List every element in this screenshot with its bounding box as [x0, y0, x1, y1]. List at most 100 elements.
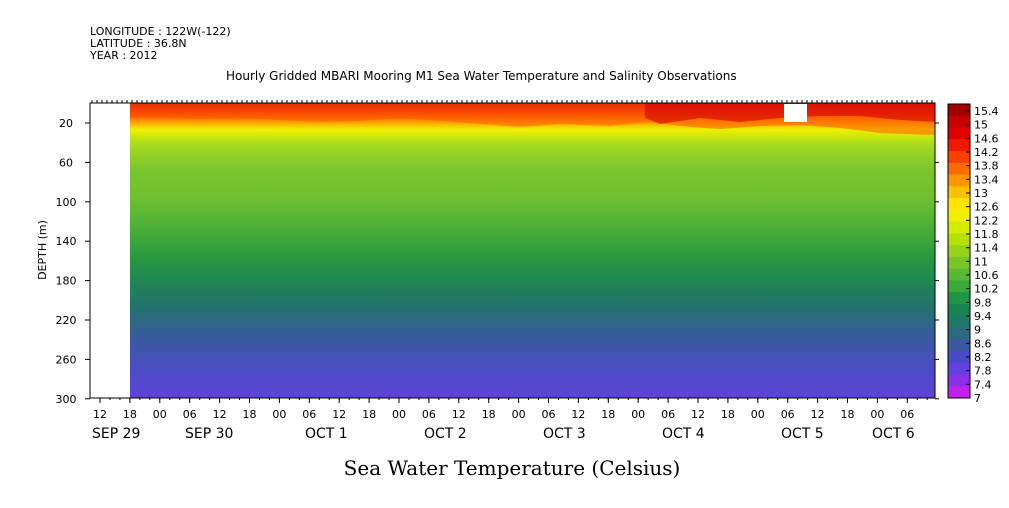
x-date-label: SEP 29	[92, 426, 140, 442]
colorbar-swatch	[948, 233, 970, 246]
colorbar-label: 7.4	[974, 378, 992, 391]
colorbar-swatch	[948, 280, 970, 293]
x-hour-label: 12	[93, 408, 107, 421]
x-hour-label: 06	[661, 408, 675, 421]
x-date-label: OCT 4	[662, 426, 705, 442]
colorbar-label: 11	[974, 255, 988, 268]
latitude-label: LATITUDE : 36.8N	[90, 37, 187, 50]
x-hour-label: 12	[332, 408, 346, 421]
colorbar-swatch	[948, 362, 970, 375]
x-hour-label: 00	[751, 408, 765, 421]
colorbar-label: 15.4	[974, 105, 999, 118]
x-hour-label: 12	[452, 408, 466, 421]
colorbar-swatch	[948, 245, 970, 258]
x-date-label: OCT 3	[543, 426, 586, 442]
x-hour-label: 06	[900, 408, 914, 421]
colorbar-swatch	[948, 374, 970, 387]
x-hour-label: 18	[362, 408, 376, 421]
x-hour-label: 18	[123, 408, 137, 421]
colorbar-swatch	[948, 127, 970, 140]
x-hour-label: 06	[302, 408, 316, 421]
colorbar: 15.41514.614.213.813.41312.612.211.811.4…	[947, 103, 999, 405]
colorbar-label: 13.4	[974, 173, 999, 186]
top-minor-ticks	[91, 100, 933, 103]
y-tick-label: 140	[56, 235, 77, 248]
colorbar-label: 8.2	[974, 351, 992, 364]
colorbar-swatch	[948, 292, 970, 305]
colorbar-label: 7.8	[974, 365, 992, 378]
x-hour-label: 06	[781, 408, 795, 421]
x-hour-label: 00	[870, 408, 884, 421]
colorbar-swatch	[948, 221, 970, 234]
x-hour-label: 18	[841, 408, 855, 421]
colorbar-swatch	[948, 198, 970, 211]
colorbar-label: 15	[974, 119, 988, 132]
x-axis: 12 18 00 06 12 18 00 06 12 18 00 06 12 18 00 06 12 18 00 06…	[92, 398, 928, 442]
colorbar-swatch	[948, 303, 970, 317]
x-date-label: OCT 5	[781, 426, 824, 442]
y-tick-label: 260	[56, 353, 77, 366]
x-hour-label: 06	[422, 408, 436, 421]
colorbar-label: 7	[974, 392, 981, 405]
y-tick-label: 220	[56, 314, 77, 327]
x-date-label: OCT 6	[872, 426, 915, 442]
colorbar-label: 8.6	[974, 337, 992, 350]
x-hour-label: 06	[542, 408, 556, 421]
x-hour-label: 12	[811, 408, 825, 421]
colorbar-label: 10.6	[974, 269, 999, 282]
chart-caption: Sea Water Temperature (Celsius)	[344, 456, 681, 480]
y-tick-label: 20	[59, 117, 73, 130]
y-tick-label: 300	[56, 393, 77, 406]
colorbar-label: 12.2	[974, 214, 999, 227]
colorbar-label: 12.6	[974, 201, 999, 214]
x-hour-label: 12	[571, 408, 585, 421]
x-hour-label: 18	[243, 408, 257, 421]
colorbar-label: 11.4	[974, 242, 999, 255]
x-hour-label: 12	[213, 408, 227, 421]
chart-title: Hourly Gridded MBARI Mooring M1 Sea Wate…	[226, 69, 737, 83]
colorbar-swatch	[948, 115, 970, 129]
colorbar-swatch	[948, 327, 970, 340]
colorbar-swatch	[948, 315, 970, 328]
x-hour-label: 12	[691, 408, 705, 421]
x-hour-label: 00	[512, 408, 526, 421]
colorbar-label: 14.2	[974, 146, 999, 159]
colorbar-label: 13.8	[974, 160, 999, 173]
colorbar-swatch	[948, 256, 970, 270]
colorbar-swatch	[948, 104, 970, 117]
colorbar-swatch	[948, 339, 970, 352]
x-date-label: SEP 30	[185, 426, 233, 442]
colorbar-label: 11.8	[974, 228, 999, 241]
colorbar-swatch	[948, 268, 970, 281]
y-tick-label: 180	[56, 275, 77, 288]
colorbar-swatch	[948, 209, 970, 223]
colorbar-label: 9.4	[974, 310, 992, 323]
missing-data-patch	[784, 104, 807, 122]
x-hour-label: 18	[482, 408, 496, 421]
colorbar-label: 14.6	[974, 132, 999, 145]
x-hour-label: 06	[183, 408, 197, 421]
y-tick-label: 60	[59, 156, 73, 169]
colorbar-frame	[947, 103, 971, 399]
colorbar-swatch	[948, 139, 970, 152]
longitude-label: LONGITUDE : 122W(-122)	[90, 25, 231, 38]
y-axis-title: DEPTH (m)	[36, 220, 49, 280]
temperature-field	[130, 103, 935, 398]
colorbar-label: 9.8	[974, 296, 992, 309]
colorbar-swatch	[948, 350, 970, 364]
x-hour-label: 00	[272, 408, 286, 421]
colorbar-swatch	[948, 162, 970, 176]
colorbar-label: 9	[974, 324, 981, 337]
colorbar-swatch	[948, 386, 970, 399]
x-hour-label: 00	[153, 408, 167, 421]
x-hour-label: 00	[631, 408, 645, 421]
x-hour-label: 18	[721, 408, 735, 421]
y-axis: 20 60 100 140 180 220 260 300	[56, 117, 939, 406]
year-label: YEAR : 2012	[89, 49, 158, 62]
colorbar-label: 13	[974, 187, 988, 200]
x-hour-label: 00	[392, 408, 406, 421]
colorbar-swatch	[948, 186, 970, 199]
x-hour-label: 18	[601, 408, 615, 421]
